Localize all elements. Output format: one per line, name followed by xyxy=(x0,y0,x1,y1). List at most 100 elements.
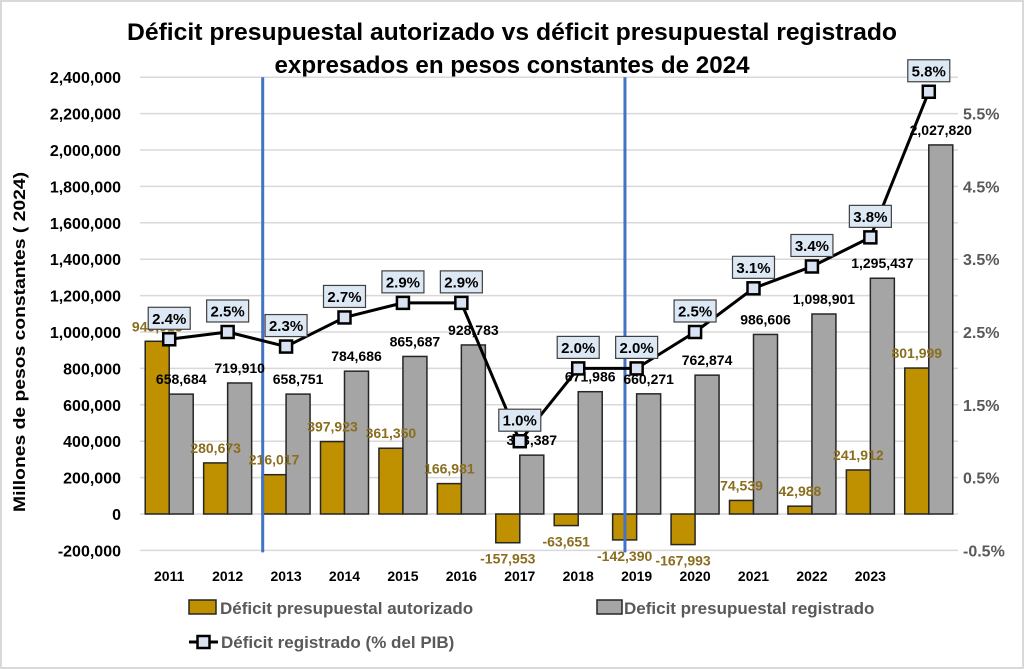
bar-autorizado xyxy=(904,367,930,515)
line-marker xyxy=(687,324,703,340)
bar-autorizado xyxy=(261,473,287,515)
bar-autorizado xyxy=(845,469,872,515)
bar-registrado xyxy=(402,355,428,515)
pct-data-label: 1.0% xyxy=(503,413,537,430)
line-marker xyxy=(804,259,820,274)
data-label-autorizado: 361,350 xyxy=(366,425,417,441)
data-label-autorizado: -157,953 xyxy=(480,551,535,567)
legend-marker-icon xyxy=(196,634,211,650)
x-tick-label: 2015 xyxy=(387,568,418,584)
y-tick-label: 2,000,000 xyxy=(50,143,121,160)
data-label-autorizado: 397,923 xyxy=(307,419,358,435)
data-label-autorizado: -167,993 xyxy=(655,553,710,569)
pct-data-label: 3.4% xyxy=(795,238,829,255)
x-tick-label: 2021 xyxy=(738,568,769,584)
line-marker xyxy=(337,310,352,325)
legend-item-pib[interactable]: Déficit registrado (% del PIB) xyxy=(189,633,454,652)
y-tick-label: 2,200,000 xyxy=(50,107,121,124)
x-tick-label: 2022 xyxy=(796,568,827,584)
data-label-registrado: 658,684 xyxy=(156,371,207,387)
line-marker xyxy=(629,361,644,376)
x-tick-label: 2013 xyxy=(270,568,301,584)
legend-item-registrado[interactable]: Deficit presupuestal registrado xyxy=(596,599,874,618)
x-tick-label: 2016 xyxy=(446,568,477,584)
pct-data-label: 3.1% xyxy=(736,260,770,277)
x-tick-label: 2019 xyxy=(621,568,652,584)
y2-tick-label: 2.5% xyxy=(963,325,999,342)
legend-item-autorizado[interactable]: Déficit presupuestal autorizado xyxy=(188,599,473,618)
bar-registrado xyxy=(811,313,837,515)
data-label-registrado: 865,687 xyxy=(390,333,441,349)
bar-autorizado xyxy=(787,505,813,515)
pct-label-box xyxy=(439,270,483,294)
bar-autorizado xyxy=(436,482,463,515)
pct-data-label: 2.5% xyxy=(678,304,712,321)
x-tick-label: 2011 xyxy=(154,568,185,584)
pct-label-box xyxy=(322,284,367,309)
bar-autorizado xyxy=(378,447,404,515)
line-marker xyxy=(570,361,586,376)
bar-autorizado xyxy=(728,499,755,515)
y2-tick-label: 3.5% xyxy=(963,252,999,269)
line-marker xyxy=(512,433,528,449)
bar-registrado xyxy=(577,390,603,515)
pct-data-label: 2.4% xyxy=(152,311,186,328)
y2-tick-label: 5.5% xyxy=(963,107,999,124)
line-marker xyxy=(278,339,294,354)
data-label-autorizado: 801,999 xyxy=(891,345,942,361)
y2-axis-ticks: -0.5% 0.5% 1.5% 2.5% 3.5% 4.5% 5.5% xyxy=(963,107,1005,561)
line-marker xyxy=(395,295,411,311)
y-tick-label: 2,400,000 xyxy=(50,70,121,87)
legend-label-pib: Déficit registrado (% del PIB) xyxy=(221,633,454,652)
y-tick-label: 1,600,000 xyxy=(50,216,121,233)
bars xyxy=(144,144,954,546)
data-label-autorizado: 280,673 xyxy=(190,440,241,456)
line-marker xyxy=(921,84,937,100)
pct-label-box xyxy=(556,335,600,359)
vertical-markers xyxy=(261,77,627,553)
legend-label-registrado: Deficit presupuestal registrado xyxy=(624,599,874,618)
pct-label-box xyxy=(731,255,776,279)
x-tick-label: 2012 xyxy=(212,568,243,584)
data-label-registrado: 986,606 xyxy=(740,311,791,327)
pct-data-label: 5.8% xyxy=(912,63,946,80)
pct-data-label: 2.3% xyxy=(269,318,303,335)
data-label-autorizado: 74,539 xyxy=(720,477,763,493)
y-tick-label: 1,800,000 xyxy=(50,179,121,196)
legend-swatch-autorizado xyxy=(188,599,217,615)
data-label-registrado: 2,027,820 xyxy=(910,122,972,138)
x-tick-label: 2023 xyxy=(855,568,886,584)
line-marker xyxy=(220,324,235,340)
line-marker xyxy=(161,332,177,347)
pct-data-label: 2.7% xyxy=(327,289,361,306)
pct-label-box xyxy=(790,233,834,258)
line-marker xyxy=(746,281,761,296)
chart-title-line-2: expresados en pesos constantes de 2024 xyxy=(275,52,751,79)
y-tick-label: 800,000 xyxy=(63,361,121,378)
bar-autorizado xyxy=(202,462,229,515)
data-label-autorizado: 166,981 xyxy=(424,461,475,477)
legend-label-autorizado: Déficit presupuestal autorizado xyxy=(220,599,473,618)
y-tick-label: 600,000 xyxy=(63,398,121,415)
data-label-autorizado: 241,912 xyxy=(833,447,884,463)
chart-title-line-1: Déficit presupuestal autorizado vs défic… xyxy=(127,19,897,46)
y-tick-label: 1,000,000 xyxy=(50,325,121,342)
bar-registrado xyxy=(635,393,662,515)
pct-label-box xyxy=(848,204,892,228)
legend: Déficit presupuestal autorizado Deficit … xyxy=(188,599,874,652)
pct-label-box xyxy=(264,313,308,338)
bar-registrado xyxy=(752,333,779,515)
y-tick-label: 1,200,000 xyxy=(50,289,121,306)
data-label-autorizado: -63,651 xyxy=(542,534,590,550)
x-tick-label: 2014 xyxy=(329,568,360,584)
data-label-autorizado: -142,390 xyxy=(597,548,652,564)
data-label-registrado: 1,295,437 xyxy=(851,255,913,271)
y2-tick-label: 1.5% xyxy=(963,398,999,415)
data-label-registrado: 784,686 xyxy=(331,348,382,364)
bar-autorizado xyxy=(495,513,521,544)
y-axis-ticks: -200,000 0 200,000 400,000 600,000 800,000 1,0… xyxy=(50,70,121,560)
y2-tick-label: 4.5% xyxy=(963,179,999,196)
pct-data-label: 2.0% xyxy=(620,340,654,357)
bar-autorizado xyxy=(144,340,170,515)
